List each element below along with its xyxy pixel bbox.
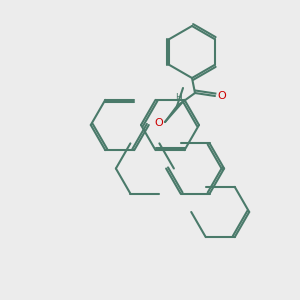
- Text: O: O: [154, 118, 164, 128]
- Text: O: O: [218, 91, 226, 101]
- Text: H: H: [175, 94, 182, 103]
